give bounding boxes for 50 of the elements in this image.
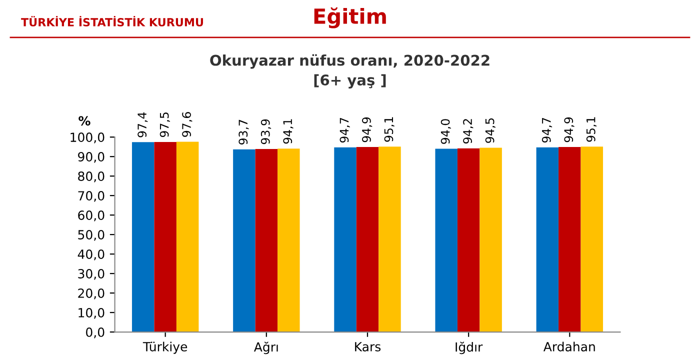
data-label: 94,9 [362,117,372,142]
bar [255,148,278,332]
bar [176,142,199,332]
data-label: 93,7 [238,120,249,144]
y-tick-label: 80,0 [78,172,104,182]
x-tick-label: Türkiye [142,342,188,354]
y-tick-label: 10,0 [78,308,104,319]
bar [233,149,256,332]
data-label: 94,9 [564,117,574,142]
text: TÜRKİYE İSTATİSTİK KURUMU [21,16,203,26]
bar [154,142,176,332]
y-tick-label: 30,0 [78,269,104,280]
x-tick-label: Kars [355,342,381,352]
data-label: 94,2 [463,119,474,144]
bar [378,146,401,332]
data-label: 94,7 [542,118,552,143]
bar [457,148,480,332]
chart-title: Eğitim [314,7,386,28]
bar [580,146,604,332]
y-tick-label: 40,0 [78,250,104,260]
bar [536,147,559,332]
bar [132,142,154,332]
y-tick-label: 0,0 [86,327,104,338]
chart-subtitle: Okuryazar nüfus oranı, 2020-2022 [6+ yaş ] [210,54,490,88]
y-tick-label: 70,0 [78,191,104,202]
bar [558,147,581,332]
y-tick-label: 60,0 [78,210,104,222]
y-axis-title: % [78,116,90,126]
data-label: 97,6 [182,112,192,137]
data-label: 94,1 [283,119,294,144]
bar [278,148,300,332]
x-tick-label: Ardahan [543,342,595,352]
data-label: 93,9 [260,119,272,144]
y-tick-label: 20,0 [78,288,104,300]
bar [480,148,502,332]
y-tick-label: 90,0 [78,152,104,163]
y-tick-label: 50,0 [78,230,104,241]
data-label: 97,4 [138,112,148,138]
data-label: 95,1 [384,117,394,142]
x-tick-label: Iğdır [456,342,483,354]
bar [334,147,356,332]
bar [356,147,379,332]
data-label: 97,5 [160,112,170,138]
bar [435,148,458,332]
x-tick-label: Ağrı [254,342,278,354]
y-tick-label: 100,0 [70,132,104,144]
data-label: 94,7 [340,118,350,143]
data-label: 94,0 [440,119,451,144]
data-label: 94,5 [485,118,496,143]
data-label: 95,1 [586,117,597,142]
